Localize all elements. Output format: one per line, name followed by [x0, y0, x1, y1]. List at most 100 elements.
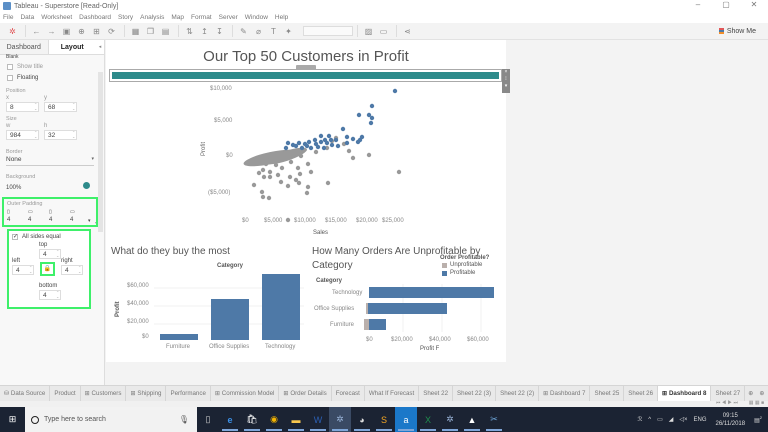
tab-sheet-22-3[interactable]: Sheet 22 (3) — [453, 386, 497, 401]
tab-sheet-27[interactable]: Sheet 27 — [711, 386, 746, 401]
group-icon[interactable]: ⌀ — [256, 26, 261, 36]
sort-asc-icon[interactable]: ↥ — [201, 26, 208, 36]
paint-icon[interactable]: ◕ — [351, 407, 373, 432]
lock-padding-button[interactable]: 🔒 — [40, 262, 55, 276]
minimize-button[interactable]: – — [695, 0, 701, 9]
language-indicator[interactable]: ENG — [693, 416, 707, 423]
legend-unprofitable[interactable]: Unprofitable — [450, 262, 483, 268]
photos-icon[interactable]: ▲ — [461, 407, 483, 432]
people-icon[interactable]: ℛ — [637, 417, 643, 423]
tab-dashboard-8[interactable]: ⊞ Dashboard 8 — [658, 386, 712, 401]
floating-checkbox[interactable] — [7, 75, 13, 81]
legend-swatch-profitable[interactable] — [442, 271, 447, 276]
padding-top-input[interactable]: 4 — [39, 249, 61, 259]
legend-profitable[interactable]: Profitable — [450, 270, 476, 276]
snipping-tool-icon[interactable]: ✂ — [483, 407, 505, 432]
menu-analysis[interactable]: Analysis — [140, 14, 165, 21]
clock[interactable]: 09:15 26/11/2018 — [716, 412, 746, 428]
tab-dashboard[interactable]: Dashboard — [0, 40, 49, 54]
tab-customers[interactable]: ⊞ Customers — [81, 386, 127, 401]
labels-icon[interactable]: T — [271, 26, 276, 36]
menu-window[interactable]: Window — [244, 14, 268, 21]
menu-map[interactable]: Map — [171, 14, 185, 21]
menu-format[interactable]: Format — [191, 14, 212, 21]
padding-right-input[interactable]: 4 — [61, 265, 83, 275]
new-worksheet-icon[interactable]: ⊕ — [748, 390, 754, 397]
action-center-icon[interactable]: ▤2 — [754, 415, 762, 424]
excel-icon[interactable]: X — [417, 407, 439, 432]
file-explorer-icon[interactable]: ▬ — [285, 407, 307, 432]
tab-sheet-22[interactable]: Sheet 22 — [419, 386, 454, 401]
width-input[interactable]: 984 — [6, 130, 39, 140]
duplicate-sheet-icon[interactable]: ❐ — [146, 26, 155, 36]
menu-server[interactable]: Server — [218, 14, 238, 21]
tableau-prep-icon[interactable]: ✲ — [439, 407, 461, 432]
new-datasource-icon[interactable]: ⊕ — [78, 26, 85, 36]
menu-dashboard[interactable]: Dashboard — [79, 14, 111, 21]
tab-order-details[interactable]: ⊞ Order Details — [279, 386, 332, 401]
show-cards-icon[interactable]: ▨ — [364, 26, 373, 36]
swap-icon[interactable]: ⇅ — [186, 26, 193, 36]
sheet-nav-arrows[interactable]: ⏮ ◀ ▶ ⏭ — [715, 400, 738, 406]
all-sides-equal-checkbox[interactable]: ✓ — [12, 234, 19, 240]
task-view-icon[interactable]: ▯ — [205, 414, 211, 424]
x-position-input[interactable]: 8 — [6, 102, 39, 112]
back-icon[interactable]: ← — [32, 26, 41, 36]
tab-sheet-26[interactable]: Sheet 26 — [624, 386, 659, 401]
tab-data-source[interactable]: ⛁ Data Source — [0, 386, 51, 401]
edge-icon[interactable]: e — [219, 407, 241, 432]
background-color-swatch[interactable] — [83, 182, 90, 189]
tab-shipping[interactable]: ⊞ Shipping — [126, 386, 167, 401]
volume-icon[interactable]: ◁× — [679, 417, 688, 423]
battery-icon[interactable]: ▭ — [657, 417, 663, 423]
maximize-button[interactable]: ▢ — [722, 0, 730, 9]
padding-left-input[interactable]: 4 — [12, 265, 34, 275]
highlight-icon[interactable]: ✎ — [240, 26, 247, 36]
height-input[interactable]: 32 — [44, 130, 77, 140]
tab-performance[interactable]: Performance — [166, 386, 211, 401]
refresh-icon[interactable]: ⟳ — [108, 26, 115, 36]
tableau-taskbar-icon[interactable]: ✲ — [329, 407, 351, 432]
outer-padding-dropdown-icon[interactable]: ▾ — [88, 218, 91, 224]
tab-product[interactable]: Product — [50, 386, 81, 401]
store-icon[interactable]: 🛍 — [241, 407, 263, 432]
menu-worksheet[interactable]: Worksheet — [41, 14, 73, 21]
sublime-icon[interactable]: S — [373, 407, 395, 432]
save-icon[interactable]: ▣ — [62, 26, 71, 36]
tab-forecast[interactable]: Forecast — [332, 386, 365, 401]
fit-dropdown[interactable] — [303, 26, 353, 36]
show-me-button[interactable]: Show Me — [718, 28, 756, 35]
tab-sheet-25[interactable]: Sheet 25 — [590, 386, 625, 401]
microphone-icon[interactable]: 🎙 — [178, 415, 189, 424]
object-controls[interactable]: × ⁞ ▾ — [502, 69, 510, 93]
show-hidden-icons[interactable]: ^ — [648, 416, 652, 423]
scatter-plot[interactable] — [106, 40, 506, 240]
remove-icon[interactable]: × — [504, 69, 508, 75]
tab-what-if-forecast[interactable]: What If Forecast — [365, 386, 420, 401]
border-dropdown[interactable]: None — [6, 156, 94, 166]
taskbar-search[interactable]: Type here to search 🎙 — [25, 407, 197, 432]
menu-file[interactable]: File — [3, 14, 14, 21]
tableau-logo-icon[interactable]: ✲ — [9, 26, 16, 36]
outer-padding-section[interactable] — [2, 197, 98, 227]
legend-swatch-unprofitable[interactable] — [442, 263, 447, 268]
clear-sheet-icon[interactable]: ▤ — [161, 26, 170, 36]
word-icon[interactable]: W — [307, 407, 329, 432]
network-icon[interactable]: ◢ — [668, 417, 674, 423]
tab-dashboard-7[interactable]: ⊞ Dashboard 7 — [539, 386, 591, 401]
y-position-input[interactable]: 68 — [44, 102, 77, 112]
sort-desc-icon[interactable]: ↧ — [216, 26, 223, 36]
tab-commission-model[interactable]: ⊞ Commission Model — [211, 386, 280, 401]
chrome-icon[interactable]: ◉ — [263, 407, 285, 432]
app-a-icon[interactable]: a — [395, 407, 417, 432]
tab-layout[interactable]: Layout — [60, 43, 84, 51]
new-dashboard-icon[interactable]: ⊕ — [759, 390, 765, 397]
start-button[interactable]: ⊞ — [8, 414, 17, 424]
move-handle[interactable] — [296, 65, 316, 70]
pin-icon[interactable]: ✦ — [285, 26, 292, 36]
panel-scrollbar[interactable] — [98, 72, 103, 232]
share-icon[interactable]: ⋖ — [404, 26, 411, 36]
new-worksheet-icon[interactable]: ⊞ — [93, 26, 100, 36]
menu-story[interactable]: Story — [117, 14, 134, 21]
new-sheet-icon[interactable]: ▦ — [131, 26, 140, 36]
